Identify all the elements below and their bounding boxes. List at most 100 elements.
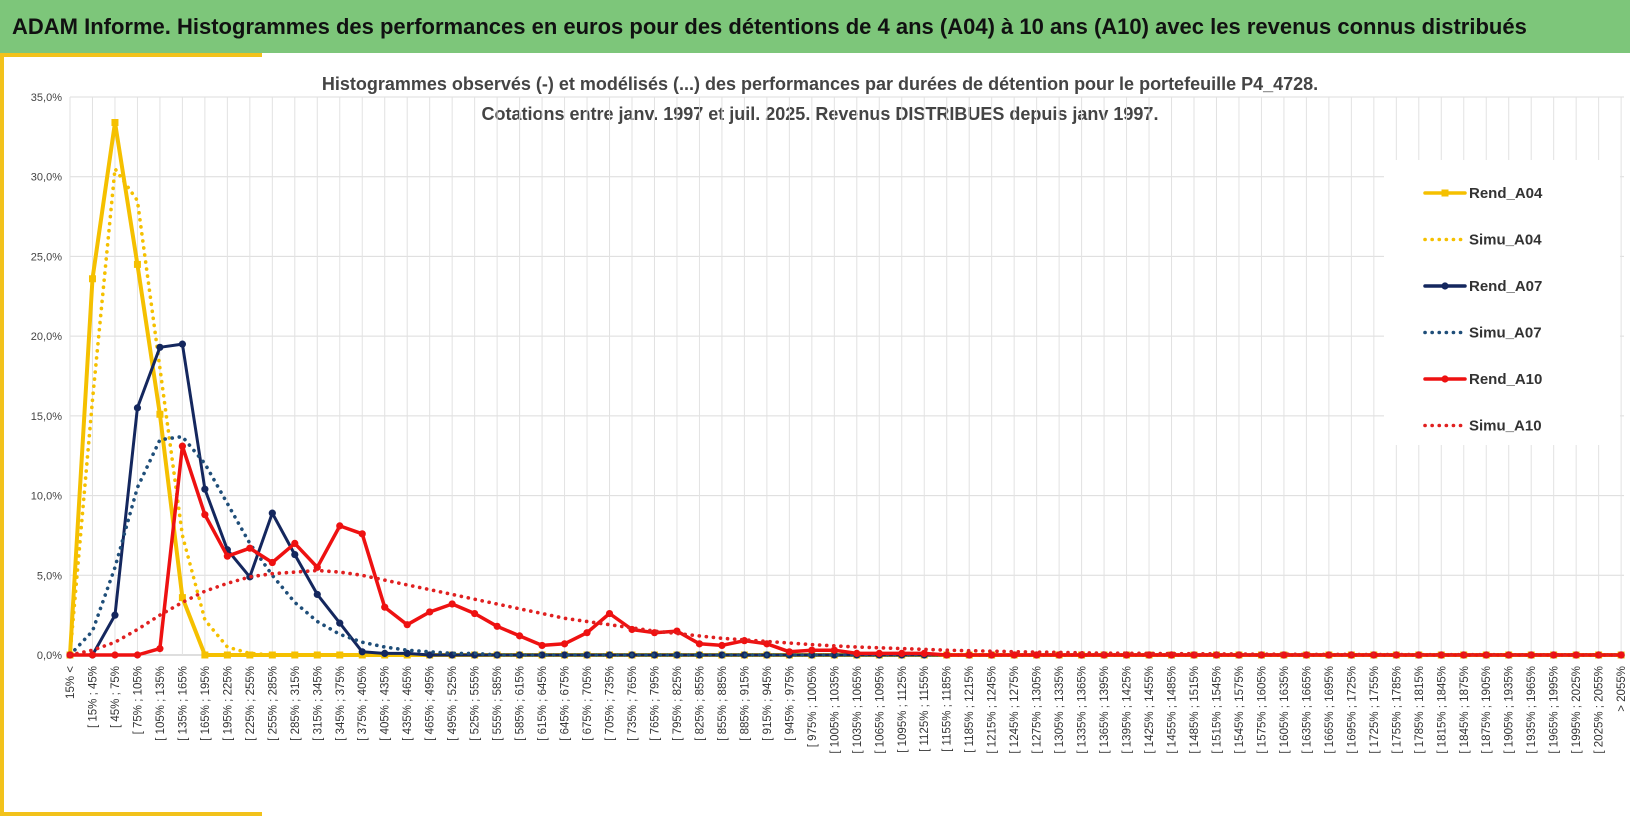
- data-point: [291, 539, 299, 548]
- data-point: [381, 649, 389, 658]
- x-tick-label: [ 1575% ; 1605%: [1256, 666, 1268, 754]
- data-point: [201, 651, 209, 659]
- data-point: [403, 649, 411, 658]
- data-point: [268, 509, 276, 517]
- x-tick-label: [ 1245% ; 1275%: [1009, 666, 1021, 754]
- data-point: [673, 651, 681, 659]
- x-tick-label: [ 1005% ; 1035%: [829, 666, 841, 754]
- data-point: [943, 651, 951, 659]
- x-axis: 15% < [ 15% ; 45% [ 45% ; 75% [ 75% ; 105% […: [65, 666, 1628, 754]
- data-point: [448, 600, 456, 608]
- data-point: [201, 485, 209, 493]
- data-point: [426, 608, 434, 616]
- data-point: [156, 343, 164, 351]
- y-tick-label: 25,0%: [31, 251, 62, 263]
- x-tick-label: [ 975% ; 1005%: [807, 666, 819, 747]
- data-point: [1617, 651, 1625, 659]
- x-tick-label: [ 915% ; 945%: [762, 666, 774, 741]
- data-point: [403, 621, 411, 629]
- legend-item: Rend_A04: [1423, 185, 1543, 202]
- chart-series: [66, 119, 1625, 659]
- legend-item: Simu_A10: [1423, 418, 1542, 435]
- data-point: [875, 649, 883, 658]
- data-point: [471, 609, 479, 618]
- data-point: [223, 552, 231, 560]
- y-axis: 0,0% 5,0% 10,0% 15,0% 20,0% 25,0% 30,0% 35,0%: [31, 92, 62, 662]
- data-point: [853, 649, 861, 658]
- x-tick-label: [ 1275% ; 1305%: [1032, 666, 1044, 754]
- x-tick-label: [ 1725% ; 1755%: [1369, 666, 1381, 754]
- x-tick-label: [ 135% ; 165%: [177, 666, 189, 741]
- data-point: [583, 651, 591, 659]
- x-tick-label: [ 945% ; 975%: [784, 666, 796, 741]
- x-tick-label: [ 1635% ; 1665%: [1301, 666, 1313, 754]
- x-tick-label: [ 315% ; 345%: [312, 666, 324, 741]
- data-point: [223, 651, 231, 659]
- chart-subtitle: Cotations entre janv. 1997 et juil. 2025…: [482, 104, 1159, 124]
- x-tick-label: [ 1755% ; 1785%: [1391, 666, 1403, 754]
- data-point: [830, 646, 838, 654]
- data-point: [268, 558, 276, 567]
- x-tick-label: [ 1935% ; 1965%: [1526, 666, 1538, 754]
- x-tick-label: [ 1815% ; 1845%: [1436, 666, 1448, 754]
- data-point: [718, 651, 726, 659]
- data-point: [178, 594, 186, 602]
- data-point: [1437, 651, 1445, 659]
- data-point: [965, 651, 973, 659]
- legend-label: Rend_A04: [1469, 185, 1543, 202]
- data-point: [718, 641, 726, 650]
- legend-box: [1384, 160, 1620, 445]
- legend-label: Rend_A10: [1469, 371, 1542, 388]
- x-tick-label: [ 345% ; 375%: [335, 666, 347, 741]
- data-point: [88, 275, 96, 283]
- data-point: [538, 641, 546, 650]
- data-point: [695, 640, 704, 648]
- x-tick-label: [ 1965% ; 1995%: [1549, 666, 1561, 754]
- x-tick-label: [ 165% ; 195%: [200, 666, 212, 741]
- x-tick-label: [ 645% ; 675%: [560, 666, 572, 741]
- x-tick-label: [ 825% ; 855%: [694, 666, 706, 741]
- data-point: [1550, 651, 1558, 659]
- report-title: ADAM Informe. Histogrammes des performan…: [12, 13, 1527, 39]
- data-point: [785, 648, 793, 656]
- x-tick-label: [ 615% ; 645%: [537, 666, 549, 741]
- x-tick-label: [ 1455% ; 1485%: [1167, 666, 1179, 754]
- data-point: [1415, 651, 1423, 659]
- series-simu-a10: [68, 568, 1623, 657]
- x-tick-label: [ 1125% ; 1155%: [919, 666, 931, 752]
- series-line: [68, 434, 1623, 657]
- x-tick-label: [ 1695% ; 1725%: [1346, 666, 1358, 754]
- series-rend-a10: [66, 442, 1625, 659]
- data-point: [358, 648, 366, 656]
- x-tick-label: [ 495% ; 525%: [447, 666, 459, 741]
- legend-marker: [1441, 189, 1449, 197]
- x-tick-label: [ 795% ; 825%: [672, 666, 684, 741]
- legend-label: Rend_A07: [1469, 278, 1542, 295]
- data-point: [246, 544, 254, 552]
- x-tick-label: [ 555% ; 585%: [492, 666, 504, 741]
- x-tick-label: [ 1365% ; 1395%: [1099, 666, 1111, 754]
- x-tick-label: [ 1515% ; 1545%: [1211, 666, 1223, 754]
- x-tick-label: [ 1335% ; 1365%: [1077, 666, 1089, 754]
- x-tick-label: [ 195% ; 225%: [222, 666, 234, 741]
- series-line: [68, 568, 1623, 657]
- data-point: [381, 603, 389, 611]
- legend-marker: [1441, 375, 1449, 383]
- report-banner: ADAM Informe. Histogrammes des performan…: [0, 0, 1630, 53]
- data-point: [605, 609, 614, 618]
- y-tick-label: 35,0%: [31, 92, 62, 104]
- data-point: [246, 651, 254, 659]
- x-tick-label: [ 705% ; 735%: [605, 666, 617, 741]
- data-point: [538, 651, 546, 659]
- data-point: [695, 651, 704, 659]
- data-point: [516, 632, 524, 640]
- data-point: [133, 404, 142, 412]
- legend-label: Simu_A07: [1469, 325, 1542, 342]
- chart-title: Histogrammes observés (-) et modélisés (…: [322, 74, 1318, 94]
- data-point: [988, 651, 996, 659]
- legend-item: Simu_A04: [1423, 232, 1542, 249]
- series-simu-a07: [68, 434, 1623, 657]
- x-tick-label: [ 1185% ; 1215%: [964, 666, 976, 753]
- legend-item: Rend_A10: [1423, 371, 1542, 388]
